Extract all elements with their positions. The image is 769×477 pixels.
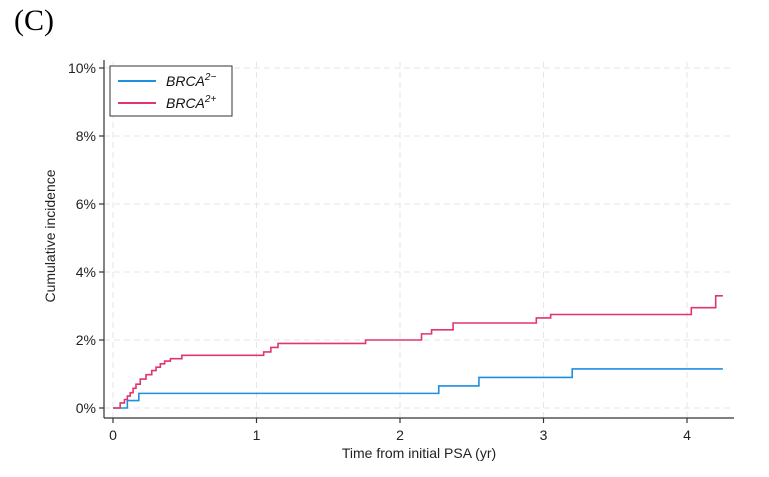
- x-axis-title: Time from initial PSA (yr): [342, 445, 496, 461]
- series-line-brca2-negative: [113, 368, 723, 409]
- y-tick-label: 2%: [76, 332, 96, 348]
- y-tick-label: 10%: [68, 60, 96, 76]
- panel-label: (C): [14, 4, 54, 37]
- x-tick-label: 3: [540, 427, 548, 443]
- y-tick-label: 8%: [76, 128, 96, 144]
- axes: 0% 2% 4% 6% 8% 10% 0 1 2 3 4: [68, 60, 734, 443]
- y-tick-label: 0%: [76, 400, 96, 416]
- x-tick-label: 1: [253, 427, 261, 443]
- series-line-brca2-positive: [113, 295, 723, 409]
- x-tick-label: 4: [683, 427, 691, 443]
- y-axis-title: Cumulative incidence: [42, 169, 58, 302]
- legend-label: BRCA2+: [166, 94, 216, 111]
- legend-box: [109, 65, 233, 117]
- x-tick-label: 0: [109, 427, 117, 443]
- y-tick-label: 6%: [76, 196, 96, 212]
- y-tick-label: 4%: [76, 264, 96, 280]
- legend: BRCA2− BRCA2+: [109, 65, 233, 117]
- series-lines: [113, 295, 723, 409]
- x-tick-label: 2: [396, 427, 404, 443]
- legend-label: BRCA2−: [166, 72, 216, 89]
